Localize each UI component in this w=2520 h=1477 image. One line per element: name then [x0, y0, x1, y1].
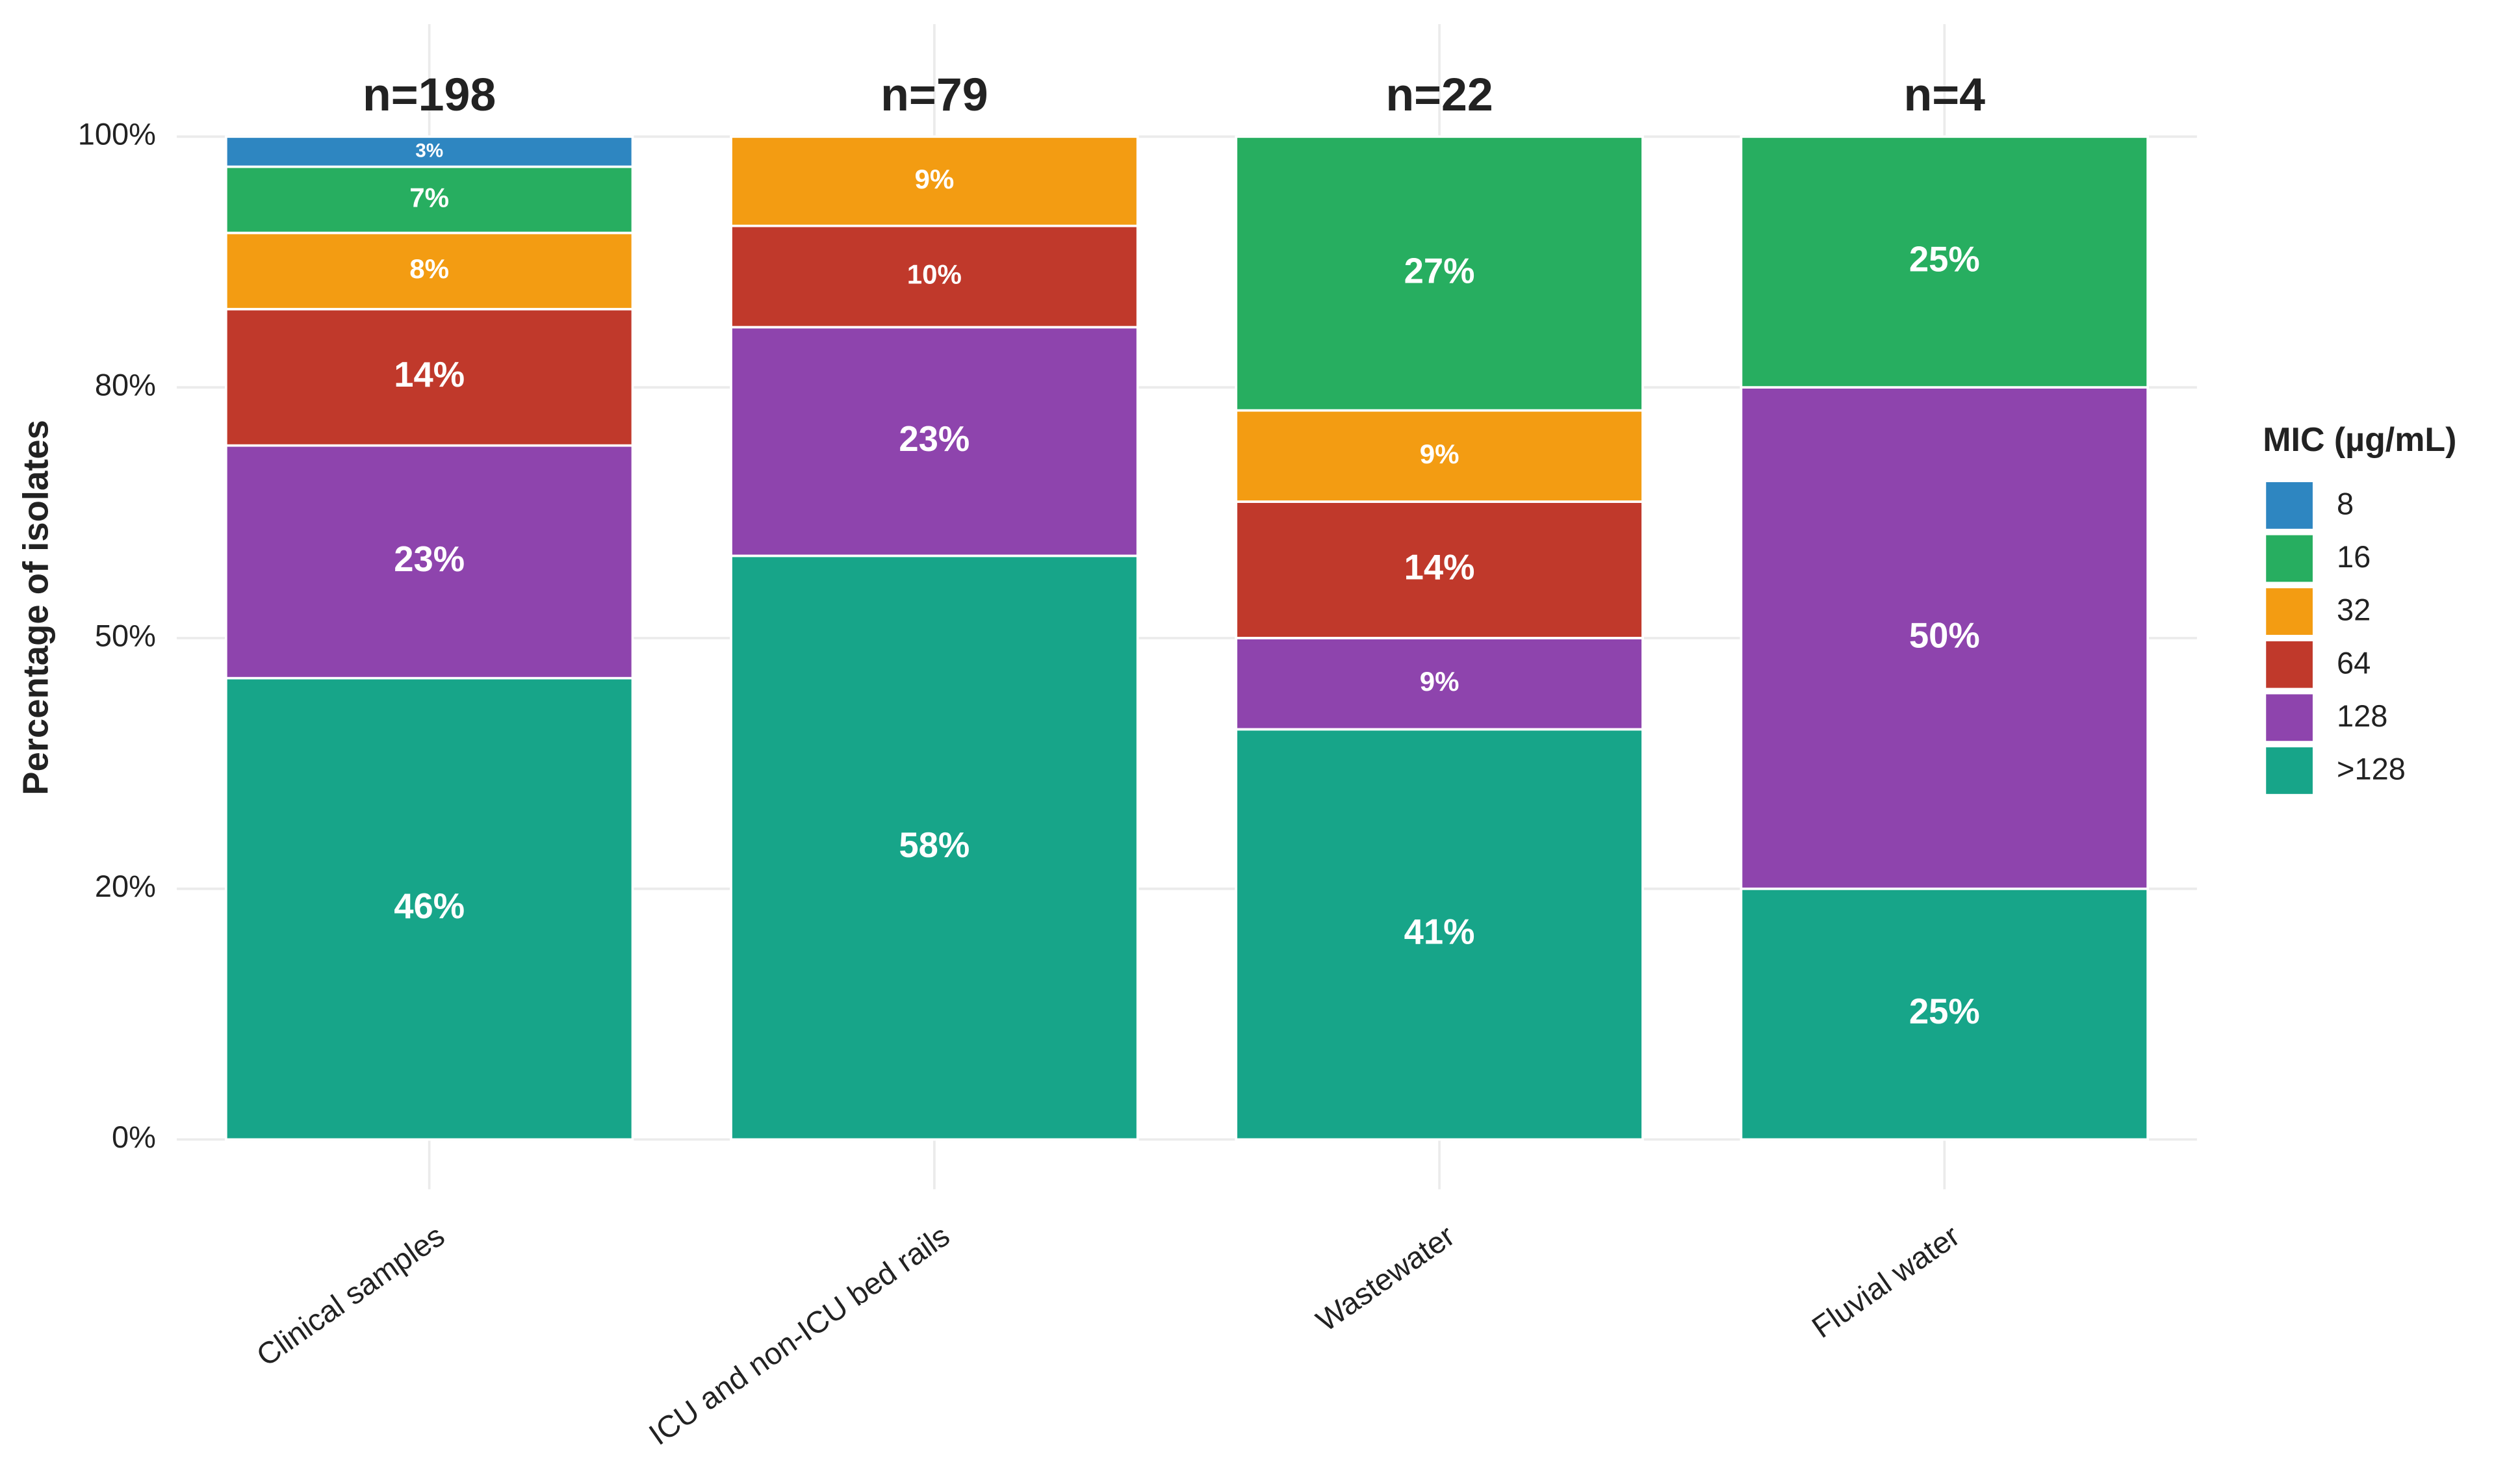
data-label: 14%: [1404, 547, 1475, 587]
data-label: 27%: [1404, 251, 1475, 290]
data-label: 46%: [394, 886, 465, 926]
bar-segment: [224, 135, 634, 168]
bar-segment: [1235, 637, 1644, 731]
bar-segment: [1235, 500, 1644, 639]
data-label: 3%: [415, 140, 443, 161]
annotation: n=198: [363, 69, 496, 121]
legend-label: 64: [2337, 645, 2371, 680]
annotation: n=22: [1385, 69, 1493, 121]
legend-key: [2266, 694, 2313, 741]
bar-segment: [730, 224, 1139, 329]
bar-segment: [1740, 135, 2149, 389]
legend-label: 128: [2337, 699, 2387, 733]
bar-segment: [1740, 887, 2149, 1141]
bar-segment: [1235, 728, 1644, 1141]
legend-title: MIC (µg/mL): [2263, 421, 2456, 459]
legend-key: [2266, 641, 2313, 688]
x-tick-label: Clinical samples: [250, 1218, 450, 1372]
data-label: 9%: [1420, 439, 1459, 469]
data-label: 25%: [1909, 992, 1980, 1031]
bar-segment: [1235, 135, 1644, 412]
legend-key: [2266, 588, 2313, 635]
y-tick-label: 100%: [78, 117, 156, 151]
y-tick-label: 20%: [95, 869, 156, 903]
data-label: 50%: [1909, 615, 1980, 655]
legend-label: 32: [2337, 593, 2371, 627]
legend-label: 8: [2337, 487, 2354, 521]
data-label: 25%: [1909, 240, 1980, 279]
y-tick-label: 80%: [95, 368, 156, 402]
legend-key: [2266, 747, 2313, 794]
data-label: 9%: [1420, 666, 1459, 697]
bar-segment: [224, 231, 634, 311]
annotation: n=4: [1903, 69, 1985, 121]
bar-segment: [224, 676, 634, 1141]
y-tick-label: 50%: [95, 618, 156, 652]
bar-segment: [224, 307, 634, 447]
data-label: 9%: [914, 164, 954, 194]
data-label: 58%: [899, 825, 970, 865]
y-axis-title: Percentage of isolates: [16, 420, 56, 795]
data-label: 41%: [1404, 912, 1475, 951]
data-label: 23%: [899, 419, 970, 459]
bar-segment: [1740, 386, 2149, 890]
data-label: 14%: [394, 355, 465, 394]
legend-key: [2266, 482, 2313, 529]
x-tick-label: ICU and non-ICU bed rails: [643, 1218, 956, 1451]
x-tick-label: Wastewater: [1310, 1218, 1461, 1338]
legend-label: >128: [2337, 752, 2406, 786]
bar-segment: [1235, 409, 1644, 503]
data-label: 23%: [394, 539, 465, 579]
data-label: 8%: [409, 253, 449, 284]
bar-segment: [730, 135, 1139, 227]
legend-key: [2266, 535, 2313, 582]
y-tick-label: 0%: [112, 1120, 156, 1154]
x-tick-label: Fluvial water: [1805, 1218, 1965, 1344]
bar-segment: [224, 444, 634, 680]
data-label: 10%: [907, 259, 962, 290]
data-label: 7%: [409, 183, 449, 213]
legend-label: 16: [2337, 539, 2371, 574]
bar-segment: [730, 326, 1139, 558]
annotation: n=79: [881, 69, 988, 121]
